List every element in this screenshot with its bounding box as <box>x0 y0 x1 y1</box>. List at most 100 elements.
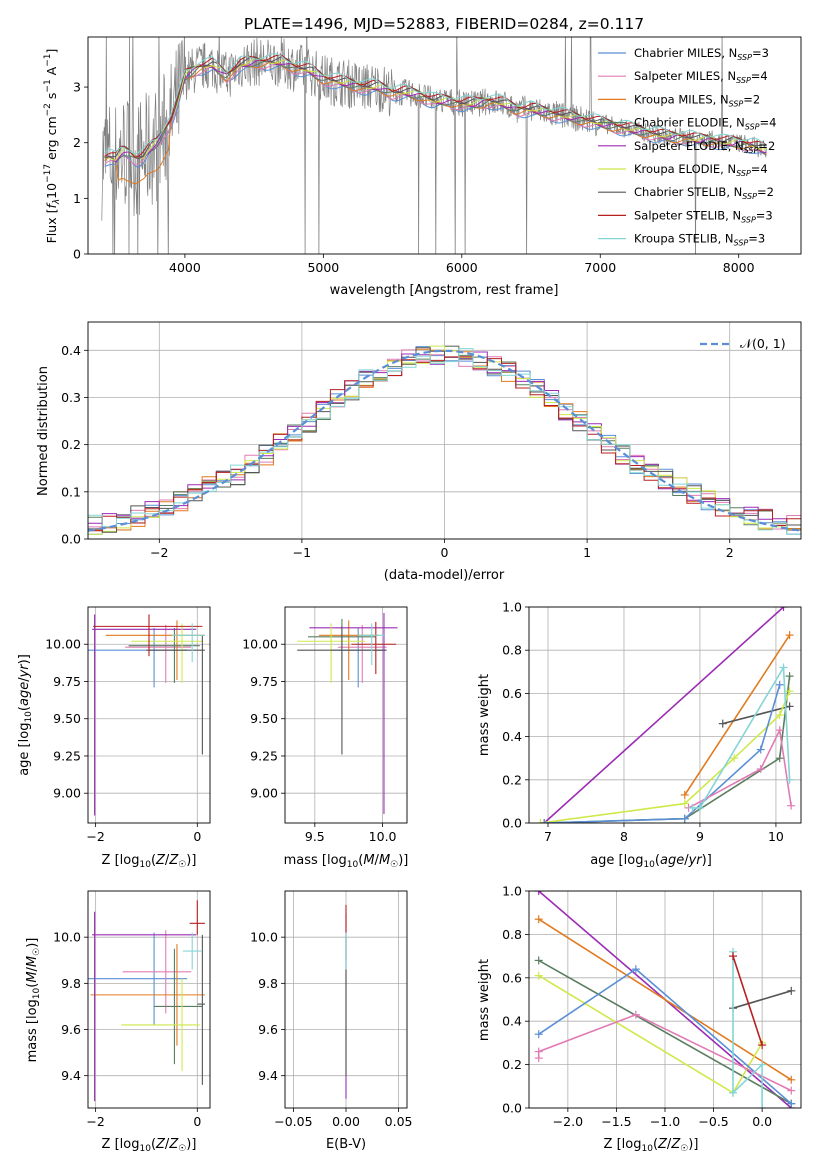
weight-marker-salpeter_miles <box>534 1047 543 1056</box>
weight-marker-chabrier_miles <box>680 814 689 823</box>
errorbar-salpeter_miles <box>337 624 387 683</box>
errorbar-salpeter_stelib <box>351 621 397 675</box>
y-tick-label: 1.0 <box>502 600 522 615</box>
errorbar-kroupa_stelib <box>358 623 386 666</box>
weight-marker-chabrier_miles <box>756 745 765 754</box>
mass-z-ylabel: mass [log10(M/M☉)] <box>25 938 42 1063</box>
weight-marker-chabrier_elodie <box>785 672 794 681</box>
weight-marker-salpeter_miles <box>787 801 796 810</box>
age-z-ylabel: age [log10(age/yr)] <box>17 654 34 776</box>
weight-age-xlabel: age [log10(age/yr)] <box>590 853 712 870</box>
mass_vs_z-axes: −2 0 9.4 9.6 9.8 10.0 <box>53 891 210 1129</box>
errorbar-salpeter_elodie <box>92 911 197 1102</box>
errorbar-chabrier_stelib <box>197 934 205 1085</box>
x-tick-label: 0 <box>193 829 201 844</box>
weight_vs_z-frame <box>528 890 802 1109</box>
errorbar-chabrier_stelib <box>297 626 387 755</box>
mass-z-xlabel: Z [log10(Z/Z☉)] <box>102 1137 197 1154</box>
weight-marker-chabrier_elodie <box>534 956 543 965</box>
weight-marker-chabrier_miles <box>787 1099 796 1108</box>
x-tick-label: −0.05 <box>274 1114 312 1129</box>
legend-entry-kroupa_elodie: Kroupa ELODIE, NSSP=4 <box>634 162 768 178</box>
errorbar-chabrier_elodie <box>128 627 200 683</box>
weight-marker-chabrier_miles <box>540 819 549 823</box>
weight-z-ylabel: mass weight <box>477 959 492 1041</box>
y-tick-label: 9.75 <box>53 674 81 689</box>
y-tick-label: 1 <box>73 191 81 206</box>
x-tick-label: 0.05 <box>385 1114 413 1129</box>
weight-marker-kroupa_stelib <box>729 1088 737 1097</box>
weight-marker-kroupa_elodie <box>775 711 784 719</box>
x-tick-label: 10 <box>768 829 784 844</box>
x-tick-label: −1.5 <box>601 1114 631 1129</box>
weight-marker-chabrier_stelib <box>787 986 796 995</box>
normal-curve <box>88 349 801 532</box>
weight-line-kroupa_stelib <box>692 664 791 809</box>
errorbar-chabrier_elodie <box>154 948 203 1065</box>
weight-marker-salpeter_stelib <box>758 1041 767 1050</box>
spectrum-model-chabrier_stelib <box>104 56 767 160</box>
x-tick-label: 0 <box>441 545 449 560</box>
mass_vs_ebv-frame <box>284 890 408 1109</box>
weight-marker-kroupa_stelib <box>688 803 697 812</box>
x-tick-label: 0.00 <box>332 1114 360 1129</box>
histogram-kroupa_stelib <box>88 348 801 539</box>
age-mass-xlabel: mass [log10(M/M☉)] <box>284 853 409 870</box>
spectrum-title: PLATE=1496, MJD=52883, FIBERID=0284, z=0… <box>244 15 644 33</box>
weight-line-kroupa_elodie <box>538 974 763 1094</box>
y-tick-label: 3 <box>73 80 81 95</box>
x-tick-label: 10.0 <box>369 829 397 844</box>
y-tick-label: 0.2 <box>61 437 81 452</box>
legend-entry-chabrier_miles: Chabrier MILES, NSSP=3 <box>634 46 769 62</box>
weight-marker-salpeter_miles <box>631 1010 640 1019</box>
y-tick-label: 9.50 <box>53 711 81 726</box>
weight-line-chabrier_stelib <box>722 705 790 725</box>
errorbar-kroupa_elodie <box>131 623 203 683</box>
y-tick-label: 0.6 <box>502 686 522 701</box>
weight-marker-salpeter_miles <box>787 1086 796 1095</box>
weight-marker-kroupa_stelib <box>695 803 704 812</box>
errorbar-salpeter_stelib <box>93 614 203 657</box>
x-tick-label: −2 <box>86 1114 104 1129</box>
weight_vs_age-frame <box>528 606 802 824</box>
weight-marker-chabrier_stelib <box>785 702 794 711</box>
y-tick-label: 9.6 <box>258 1022 278 1037</box>
y-tick-label: 9.8 <box>61 976 81 991</box>
weight-line-chabrier_elodie <box>544 676 791 823</box>
y-tick-label: 0.8 <box>502 927 522 942</box>
errorbar-kroupa_elodie <box>297 623 365 683</box>
weight-marker-salpeter_elodie <box>534 891 543 895</box>
y-tick-label: 0.4 <box>502 1014 522 1029</box>
legend-entry-kroupa_miles: Kroupa MILES, NSSP=2 <box>634 92 760 108</box>
spectrum-model-kroupa_stelib <box>104 53 767 155</box>
weight-marker-chabrier_miles <box>534 1030 543 1039</box>
x-tick-label: 9.5 <box>305 829 325 844</box>
y-tick-label: 9.25 <box>250 748 278 763</box>
weight-line-salpeter_miles <box>688 727 792 809</box>
x-tick-label: 8000 <box>723 260 755 275</box>
x-tick-label: −2.0 <box>553 1114 583 1129</box>
y-tick-label: 10.0 <box>250 930 278 945</box>
spectrum-model-kroupa_elodie <box>104 57 767 161</box>
weight_vs_z-axes: −2.0 −1.5 −1.0 −0.5 0.0 0.0 0.2 0.4 0.6 0.8 1.0 <box>502 884 801 1129</box>
x-tick-label: 7 <box>544 829 552 844</box>
y-tick-label: 9.25 <box>53 748 81 763</box>
weight-marker-chabrier_miles <box>631 965 640 974</box>
weight-marker-kroupa_miles <box>680 790 689 799</box>
weight-marker-chabrier_stelib <box>718 719 727 728</box>
x-tick-label: 7000 <box>584 260 616 275</box>
y-tick-label: 2 <box>73 135 81 150</box>
age_vs_z-axes: −2 0 9.00 9.25 9.50 9.75 10.00 <box>45 607 210 844</box>
y-tick-label: 1.0 <box>502 884 522 899</box>
y-tick-label: 9.75 <box>250 674 278 689</box>
y-tick-label: 9.4 <box>258 1068 278 1083</box>
x-tick-label: −2 <box>86 829 104 844</box>
y-tick-label: 0.1 <box>61 484 81 499</box>
errorbar-kroupa_stelib <box>183 932 202 970</box>
y-tick-label: 0 <box>73 247 81 262</box>
legend-entry-salpeter_elodie: Salpeter ELODIE, NSSP=2 <box>634 139 775 155</box>
weight-line-salpeter_stelib <box>732 955 763 1046</box>
weight-marker-kroupa_elodie <box>785 687 794 696</box>
age-z-xlabel: Z [log10(Z/Z☉)] <box>102 853 197 870</box>
